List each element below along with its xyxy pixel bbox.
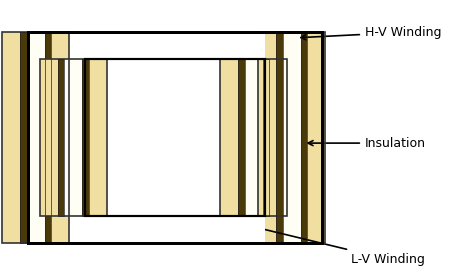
Bar [27, 32, 45, 243]
Bar [85, 32, 265, 59]
Bar [301, 32, 307, 243]
Bar [307, 32, 325, 243]
Bar [28, 32, 322, 243]
Bar [82, 59, 89, 216]
Bar [2, 32, 20, 243]
Bar [220, 59, 238, 216]
Bar [258, 32, 276, 243]
Bar [269, 59, 287, 216]
Bar [85, 59, 265, 216]
Text: H-V Winding: H-V Winding [301, 26, 441, 40]
Bar [85, 59, 265, 216]
Bar [58, 59, 64, 216]
Bar [89, 59, 107, 216]
Bar [245, 59, 263, 216]
Bar [301, 32, 307, 243]
Bar [85, 216, 265, 243]
Text: L-V Winding: L-V Winding [258, 227, 425, 266]
Bar [28, 32, 322, 243]
Text: Insulation: Insulation [308, 137, 426, 150]
Bar [45, 32, 51, 243]
Bar [238, 59, 245, 216]
Bar [283, 32, 301, 243]
Bar [40, 59, 107, 216]
Bar [20, 32, 27, 243]
Bar [276, 32, 283, 243]
Bar [20, 32, 27, 243]
Bar [64, 59, 82, 216]
Bar [58, 59, 64, 216]
Bar [45, 32, 51, 243]
Bar [40, 59, 58, 216]
Bar [263, 59, 269, 216]
Bar [28, 32, 322, 243]
Bar [51, 32, 69, 243]
Bar [85, 59, 265, 216]
Bar [2, 32, 69, 243]
Bar [276, 32, 283, 243]
Bar [220, 59, 287, 216]
Bar [82, 59, 89, 216]
Bar [258, 32, 325, 243]
Bar [238, 59, 245, 216]
Bar [263, 59, 269, 216]
